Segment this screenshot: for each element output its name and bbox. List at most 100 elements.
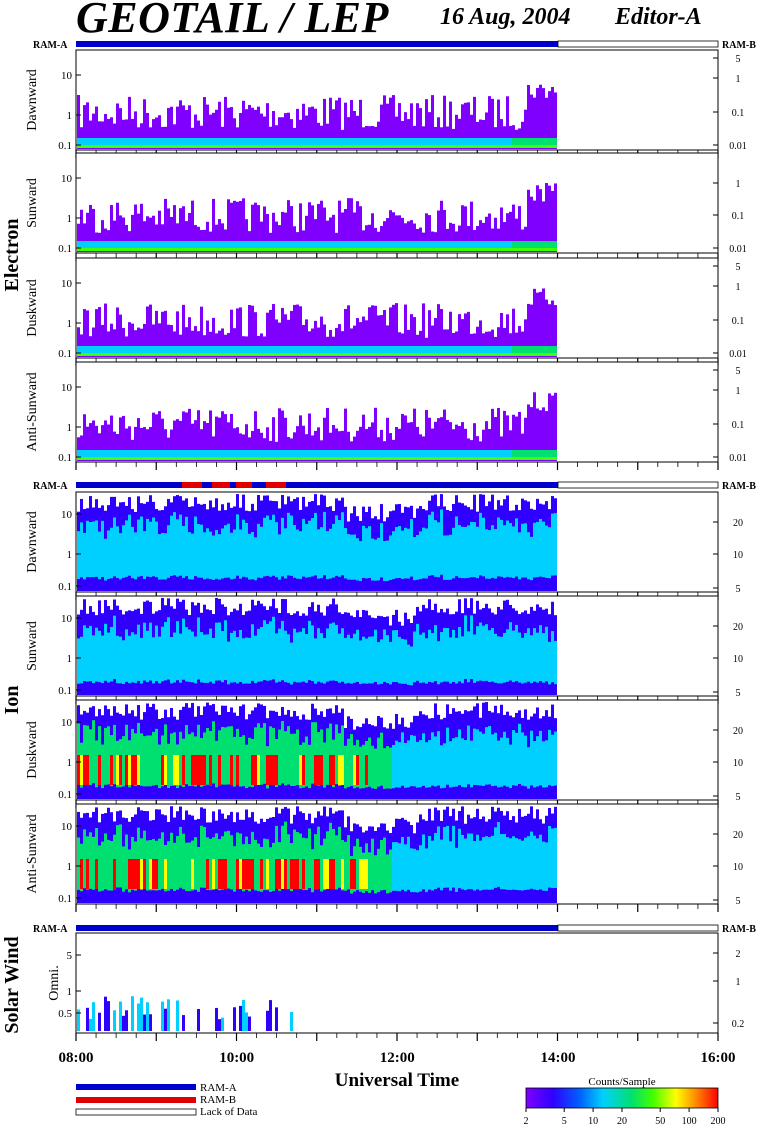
spectrum-band <box>329 623 332 681</box>
spectrum-band <box>203 634 206 683</box>
spectrum-band <box>488 726 491 785</box>
spectrum-band <box>419 145 422 148</box>
spectrum-band <box>389 145 392 148</box>
spectrum-band <box>392 531 395 580</box>
spectrum-column <box>395 426 398 461</box>
spectrum-band <box>383 748 386 789</box>
spectrum-band <box>314 512 317 576</box>
spectrum-band <box>443 346 446 356</box>
spectrum-band <box>461 145 464 148</box>
spectrum-band <box>548 346 551 356</box>
spectrum-band <box>491 248 494 251</box>
ram-b-segment <box>182 482 202 488</box>
spectrum-column <box>542 407 545 461</box>
spectrum-band <box>134 450 137 460</box>
spectrum-column <box>524 319 527 357</box>
spectrum-column <box>419 330 422 357</box>
spectrum-band <box>254 138 257 148</box>
spectrum-band <box>377 346 380 356</box>
spectrum-band <box>98 630 101 683</box>
spectrum-column <box>350 100 353 149</box>
spectrum-column <box>275 125 278 149</box>
spectrum-column <box>257 205 260 252</box>
spectrum-peak <box>365 755 368 785</box>
spectrum-band <box>527 747 530 789</box>
spectrum-band <box>179 241 182 251</box>
spectrum-band <box>245 744 248 789</box>
spectrum-band <box>542 353 545 356</box>
spectrum-band <box>530 730 533 786</box>
spectrum-band <box>434 625 437 682</box>
spectrum-peak <box>230 755 233 785</box>
spectrum-band <box>452 145 455 148</box>
spectrum-band <box>83 532 86 580</box>
spectrum-band <box>500 737 503 787</box>
spectrum-band <box>398 248 401 251</box>
spectrum-peak <box>302 859 305 889</box>
spectrum-band <box>326 628 329 682</box>
spectrum-band <box>272 457 275 460</box>
spectrum-column <box>116 307 119 357</box>
spectrum-band <box>152 731 155 786</box>
spectrum-band <box>389 641 392 685</box>
spectrum-column <box>245 219 248 252</box>
spectrum-band <box>515 353 518 356</box>
spectrum-band <box>236 450 239 460</box>
spectrum-column <box>272 417 275 461</box>
spectrum-band <box>287 457 290 460</box>
spectrum-column <box>458 426 461 461</box>
spectrum-column <box>92 327 95 357</box>
spectrum-band <box>389 457 392 460</box>
spectrum-band <box>338 241 341 251</box>
spectrum-band <box>332 248 335 251</box>
spectrum-column <box>338 97 341 149</box>
spectrum-band <box>143 457 146 460</box>
spectrum-band <box>92 635 95 684</box>
spectrum-band <box>464 838 467 891</box>
spectrum-band <box>140 248 143 251</box>
spectrum-band <box>515 624 518 681</box>
spectrum-column <box>101 121 104 149</box>
spectrum-column <box>476 121 479 149</box>
spectrum-column <box>458 118 461 149</box>
spectrum-band <box>329 723 332 784</box>
spectrum-band <box>317 628 320 682</box>
spectrum-band <box>380 241 383 251</box>
y-tick-label: 0.1 <box>58 893 72 905</box>
spectrum-band <box>152 248 155 251</box>
spectrum-band <box>176 241 179 251</box>
spectrum-column <box>179 420 182 461</box>
spectrum-band <box>263 620 266 681</box>
spectrum-band <box>110 145 113 148</box>
spectrum-column <box>134 204 137 252</box>
spectrum-column <box>491 228 494 252</box>
spectrum-band <box>320 353 323 356</box>
spectrum-band <box>545 241 548 251</box>
spectrum-band <box>101 635 104 684</box>
spectrum-band <box>338 457 341 460</box>
spectrum-band <box>395 145 398 148</box>
y-tick-label: 0.1 <box>58 452 72 464</box>
spectrum-column <box>83 223 86 252</box>
spectrum-band <box>119 145 122 148</box>
spectrum-band <box>482 145 485 148</box>
spectrum-band <box>113 517 116 577</box>
spectrum-column <box>359 99 362 149</box>
spectrum-column <box>116 202 119 252</box>
spectrum-band <box>485 836 488 890</box>
spectrum-band <box>122 525 125 578</box>
spectrum-band <box>338 520 341 577</box>
spectrum-band <box>473 728 476 785</box>
spectrum-band <box>320 248 323 251</box>
spectrum-column <box>392 212 395 252</box>
spectrum-column <box>170 216 173 252</box>
spectrum-column <box>128 426 131 461</box>
spectrum-band <box>164 248 167 251</box>
spectrum-column <box>521 433 524 461</box>
spectrum-column <box>368 307 371 357</box>
spectrum-band <box>413 848 416 893</box>
spectrum-band <box>143 138 146 148</box>
spectrum-band <box>470 346 473 356</box>
spectrum-band <box>158 241 161 251</box>
spectrum-band <box>422 834 425 890</box>
